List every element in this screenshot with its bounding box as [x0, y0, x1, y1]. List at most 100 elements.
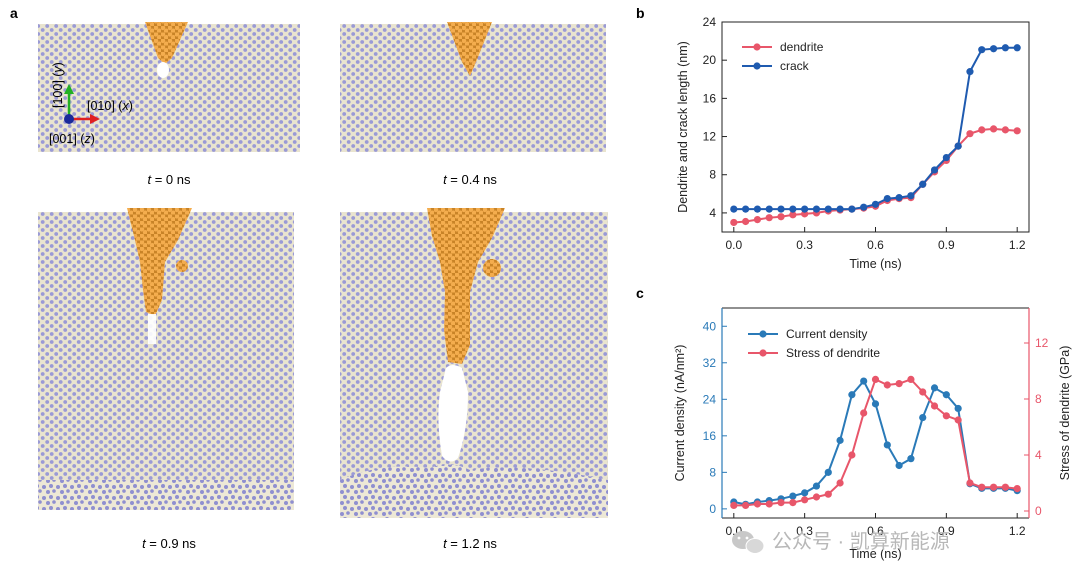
x-tick-label-b: 0.3 [796, 238, 813, 252]
point-dendrite [1013, 127, 1021, 135]
point-crack [812, 205, 821, 213]
y-right-tick-label-c: 4 [1035, 448, 1042, 462]
y-left-tick-label-c: 0 [709, 502, 716, 516]
legend-marker-dendrite [753, 43, 761, 51]
point-stress-of-dendrite [812, 493, 821, 501]
point-current-density [848, 391, 856, 399]
panel-letter-b: b [636, 5, 645, 21]
x-tick-label-b: 1.2 [1009, 238, 1026, 252]
point-current-density [801, 489, 809, 497]
y-left-tick-label-c: 40 [703, 319, 717, 333]
y-right-tick-label-c: 12 [1035, 336, 1049, 350]
axis-label-z: [001] (z) [49, 132, 95, 146]
panel-letter-a: a [10, 5, 18, 21]
point-current-density [930, 384, 939, 392]
watermark-text: 公众号 · 凯算新能源 [772, 530, 950, 553]
dendrite-04ns [447, 22, 492, 76]
y-arrow-icon [64, 84, 74, 94]
point-stress-of-dendrite [954, 416, 962, 424]
point-stress-of-dendrite [753, 500, 762, 508]
point-stress-of-dendrite [742, 501, 750, 509]
y-left-tick-label-c: 32 [703, 356, 717, 370]
point-current-density [919, 413, 927, 422]
x-arrow-icon [90, 114, 100, 124]
crack-09ns [148, 314, 156, 344]
snapshot-12ns [340, 208, 608, 518]
point-crack [753, 205, 762, 213]
point-crack [742, 205, 750, 213]
time-symbol: t [443, 536, 448, 551]
time-label-12ns: t = 1.2 ns [443, 536, 497, 551]
legend-marker-current-density [759, 330, 767, 338]
y-tick-label-b: 16 [703, 91, 717, 105]
point-current-density [895, 461, 903, 470]
point-crack [824, 205, 832, 213]
point-crack [930, 166, 939, 174]
point-stress-of-dendrite [907, 375, 915, 383]
legend-label-stress-of-dendrite: Stress of dendrite [786, 346, 880, 360]
dendrite-0ns [145, 22, 188, 64]
point-crack [1013, 44, 1021, 52]
x-axis-label-b: Time (ns) [849, 257, 901, 271]
time-label-04ns: t = 0.4 ns [443, 172, 497, 187]
x-tick-label-b: 0.0 [725, 238, 742, 252]
x-tick-label-b: 0.9 [938, 238, 955, 252]
time-value: = 0.4 ns [447, 172, 498, 187]
point-stress-of-dendrite [871, 375, 880, 383]
y-right-tick-label-c: 0 [1035, 504, 1042, 518]
point-crack [1001, 44, 1009, 52]
point-crack [730, 205, 738, 213]
point-current-density [907, 455, 915, 463]
time-label-09ns: t = 0.9 ns [142, 536, 196, 551]
point-current-density [942, 391, 950, 399]
point-stress-of-dendrite [848, 451, 856, 459]
point-crack [954, 142, 962, 150]
point-stress-of-dendrite [777, 499, 785, 507]
point-current-density [812, 482, 821, 490]
snapshot-04ns [340, 22, 606, 152]
y-left-tick-label-c: 8 [709, 465, 716, 479]
point-crack [871, 200, 880, 208]
snapshot-09ns [38, 208, 294, 510]
point-crack [789, 205, 797, 213]
time-symbol: t [443, 172, 448, 187]
point-crack [919, 180, 927, 188]
point-stress-of-dendrite [930, 402, 939, 410]
point-current-density [954, 404, 962, 413]
point-dendrite [730, 218, 738, 227]
snapshot-0ns [38, 22, 300, 152]
point-dendrite [789, 211, 797, 219]
series-line-crack [733, 46, 1018, 211]
point-dendrite [966, 130, 974, 138]
point-crack [989, 45, 998, 53]
time-value: = 1.2 ns [447, 536, 498, 551]
point-stress-of-dendrite [801, 496, 809, 504]
point-current-density [836, 436, 844, 444]
x-tick-label-c: 0.6 [867, 524, 884, 538]
y-left-tick-label-c: 16 [703, 429, 717, 443]
y-tick-label-b: 4 [709, 206, 716, 220]
crack-12ns [438, 365, 468, 462]
point-stress-of-dendrite [989, 483, 998, 491]
y-left-tick-label-c: 24 [703, 392, 717, 406]
time-value: = 0.9 ns [146, 536, 197, 551]
time-label-0ns: t = 0 ns [147, 172, 191, 187]
point-stress-of-dendrite [860, 409, 868, 417]
point-stress-of-dendrite [765, 500, 773, 508]
x-tick-label-c: 0.3 [796, 524, 813, 538]
point-stress-of-dendrite [919, 388, 927, 396]
wechat-icon [732, 531, 765, 554]
x-tick-label-c: 1.2 [1009, 524, 1026, 538]
point-stress-of-dendrite [895, 380, 903, 388]
x-tick-label-b: 0.6 [867, 238, 884, 252]
z-dot-icon [64, 114, 74, 124]
point-crack [978, 46, 986, 54]
axis-label-x: [010] (x) [87, 99, 133, 113]
x-tick-label-c: 0.9 [938, 524, 955, 538]
point-dendrite [765, 214, 773, 222]
point-crack [895, 194, 903, 202]
point-current-density [883, 441, 891, 449]
point-dendrite [1001, 126, 1009, 134]
